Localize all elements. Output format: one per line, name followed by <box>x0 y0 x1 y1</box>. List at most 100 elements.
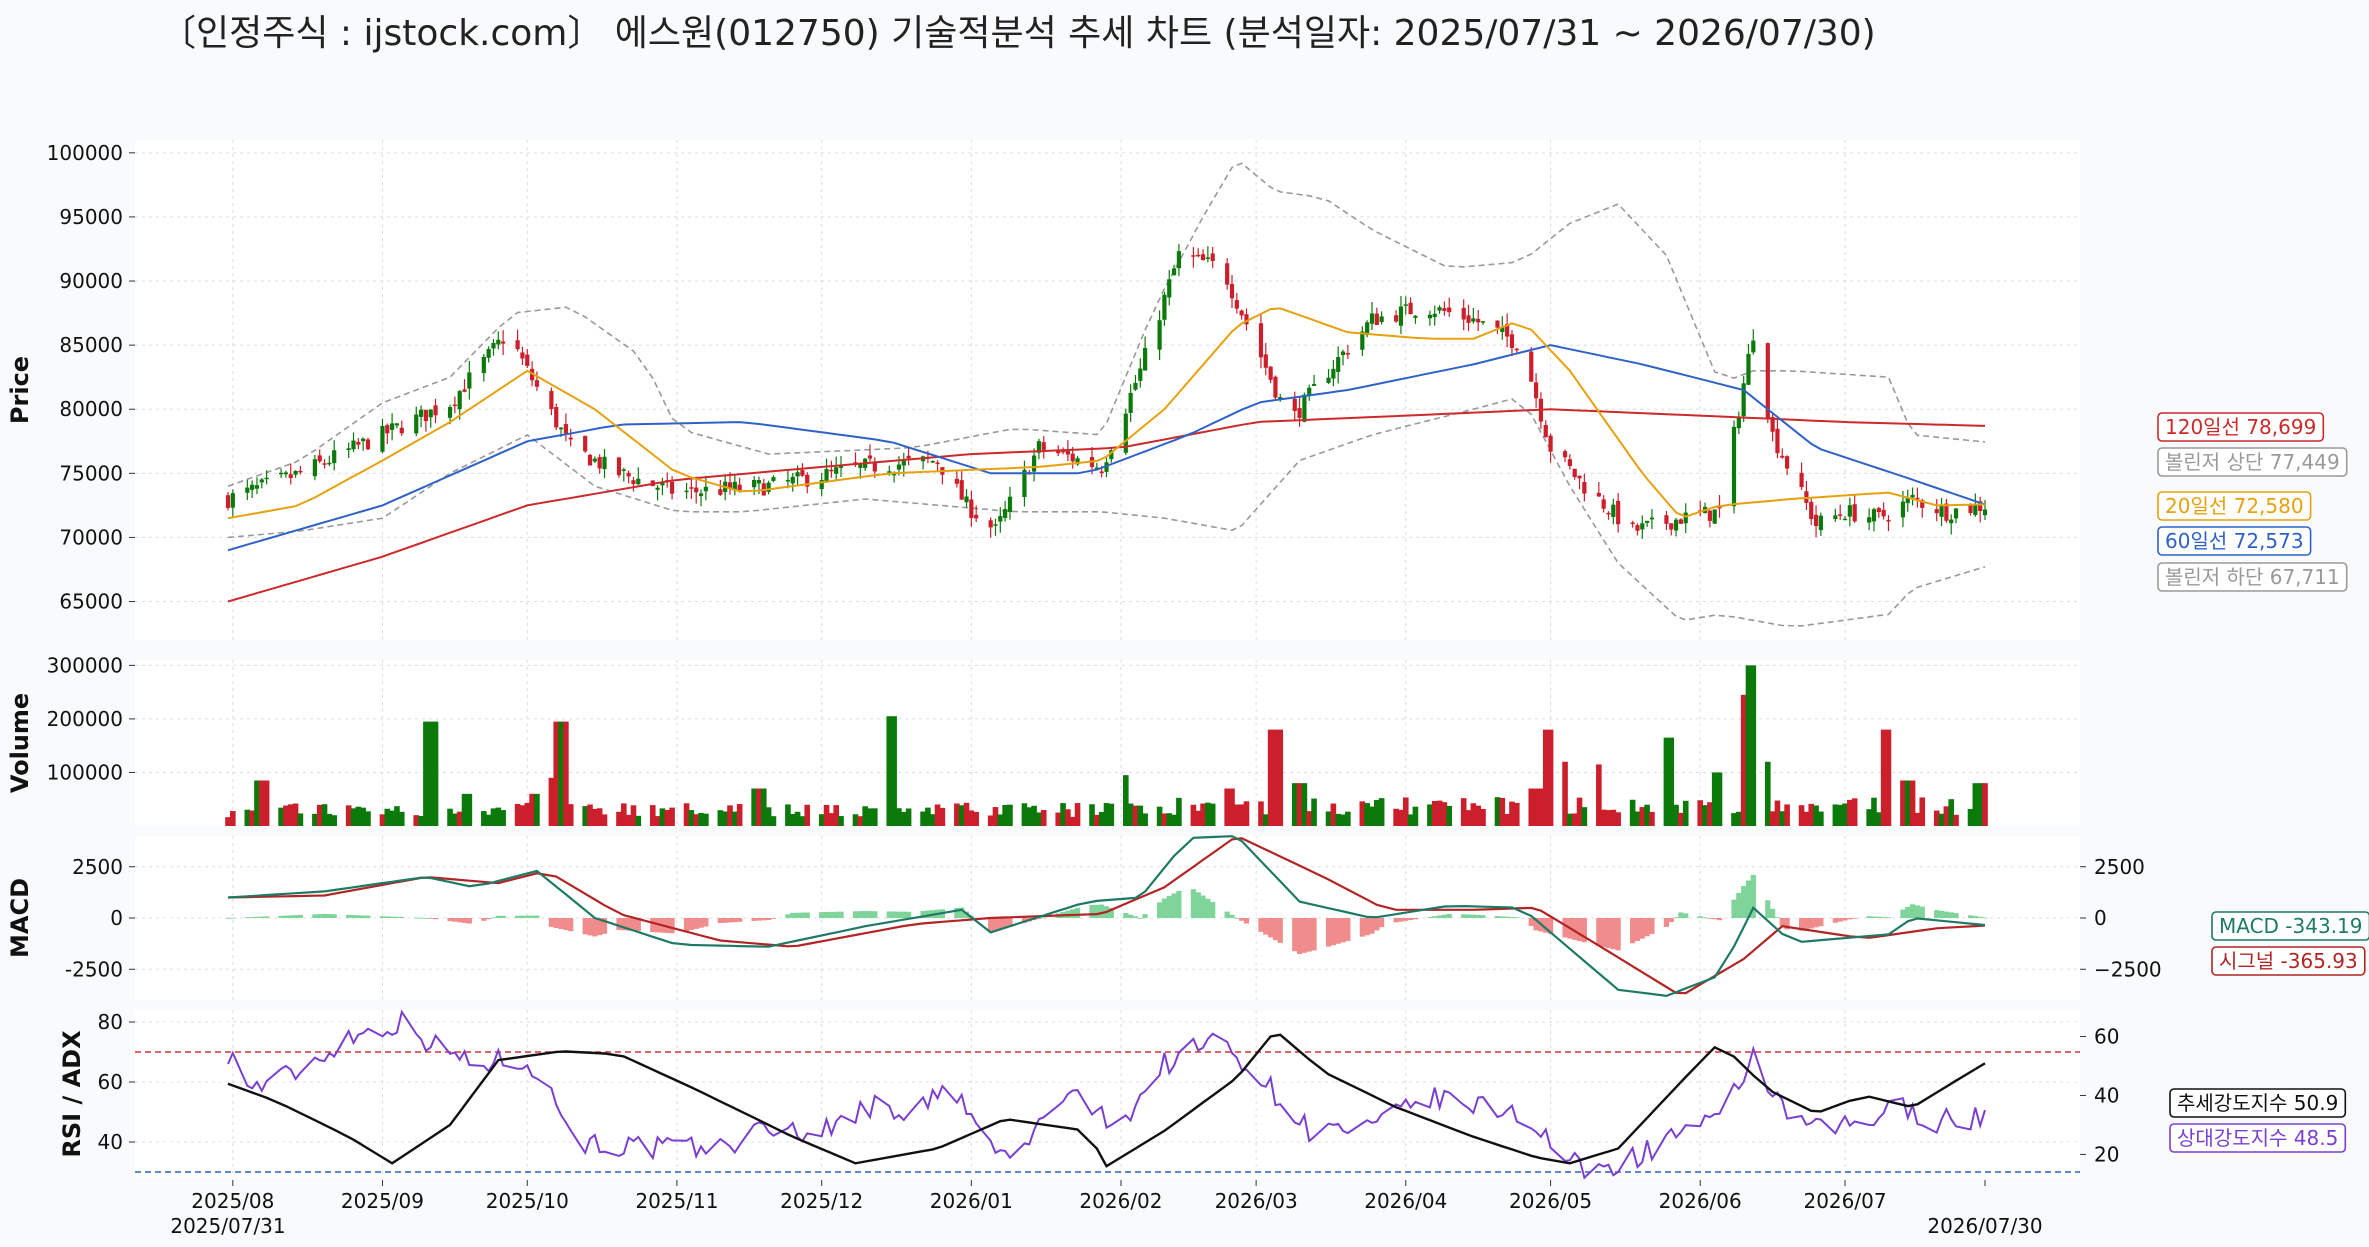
macd-hist-bar <box>568 918 574 932</box>
volume-bar <box>461 793 468 826</box>
volume-bar <box>1542 729 1549 826</box>
macd-hist-bar <box>1547 918 1554 934</box>
candle <box>1731 420 1737 514</box>
candle <box>1268 366 1273 384</box>
candle <box>230 489 235 517</box>
macd-hist-bar <box>297 914 304 918</box>
macd-hist-bar <box>1229 914 1235 918</box>
macd-hist-bar <box>737 918 743 922</box>
macd-hist-bar <box>1543 918 1549 933</box>
volume-bar <box>413 815 420 826</box>
macd-hist-bar <box>886 911 892 918</box>
price-panel: 65000 70000 75000 80000 85000 90000 95000 10000… <box>6 141 2348 627</box>
volume-bar <box>900 811 907 826</box>
volume-bar <box>929 814 936 826</box>
candle <box>1437 305 1442 314</box>
volume-bar <box>1074 803 1081 826</box>
macd-hist-bar <box>688 918 694 931</box>
candle <box>1476 309 1481 332</box>
candle <box>1167 269 1172 306</box>
volume-bar <box>925 807 931 826</box>
candle <box>1630 520 1635 528</box>
macd-hist-bar <box>766 918 772 921</box>
macd-hist-bar <box>495 915 501 918</box>
volume-bar <box>514 803 521 826</box>
candle <box>1307 384 1312 401</box>
macd-hist-bar <box>1306 918 1312 952</box>
macd-hist-bar <box>1813 918 1819 928</box>
volume-bar <box>886 716 893 826</box>
volume-bar <box>1480 808 1486 826</box>
volume-bar <box>1909 780 1916 826</box>
candle <box>554 403 559 431</box>
candle <box>423 409 429 432</box>
candle <box>1567 454 1572 470</box>
macd-hist-bar <box>1123 912 1129 918</box>
macd-hist-bar <box>461 918 468 923</box>
macd-hist-bar <box>1528 918 1534 927</box>
macd-hist-bar <box>1210 901 1216 918</box>
candle <box>655 485 660 501</box>
macd-hist-bar <box>423 918 429 919</box>
panel-backgrounds <box>135 140 2080 1178</box>
x-tick-label: 2025/09 <box>341 1189 424 1213</box>
volume-bar <box>398 811 405 826</box>
macd-hist-bar <box>626 918 632 931</box>
vertical-gridlines <box>232 140 1846 1178</box>
macd-hist-bar <box>259 916 265 918</box>
volume-bar <box>683 803 690 826</box>
macd-hist-bar <box>1398 918 1404 922</box>
macd-hist-bar <box>959 907 965 918</box>
candle <box>1635 523 1640 536</box>
volume-bar <box>1243 801 1250 826</box>
candle <box>1978 496 1983 523</box>
signal-line <box>227 837 1986 995</box>
price-tick-label: 100000 <box>47 141 123 165</box>
candle <box>293 470 298 478</box>
volume-bar <box>823 804 830 826</box>
macd-hist-bar <box>1852 918 1858 919</box>
candle <box>481 354 486 382</box>
candle <box>998 507 1003 533</box>
volume-tick-label: 100000 <box>47 760 123 784</box>
volume-bar <box>365 811 371 826</box>
macd-legend-item: 시그널 -365.93 <box>2211 946 2366 976</box>
candle <box>906 447 911 466</box>
candle <box>549 387 554 416</box>
volume-bar <box>1238 804 1245 826</box>
volume-bar <box>1306 811 1313 826</box>
macd-hist-bar <box>751 918 757 921</box>
macd-hist-bar <box>1847 918 1853 920</box>
macd-hist-bar <box>1731 899 1737 918</box>
x-end-label: 2026/07/30 <box>1927 1214 2042 1238</box>
candle <box>1495 320 1500 335</box>
volume-bar <box>732 811 738 826</box>
candle <box>1611 498 1616 525</box>
rsi-tick-left: 40 <box>98 1130 123 1154</box>
macd-hist-bar <box>1514 917 1520 919</box>
macd-hist-bar <box>1364 918 1370 936</box>
candle <box>1577 475 1582 490</box>
volume-bar <box>722 811 728 826</box>
volume-bar <box>818 814 825 826</box>
candle <box>1133 375 1138 391</box>
macd-hist-bar <box>399 917 405 918</box>
volume-bar <box>1277 729 1284 826</box>
volume-bar <box>1745 665 1752 826</box>
candle <box>1939 497 1944 527</box>
candle <box>969 490 974 527</box>
volume-bar <box>1798 805 1805 826</box>
volume-bar <box>698 812 704 826</box>
macd-hist-bar <box>698 918 704 928</box>
macd-hist-bar <box>1900 909 1906 918</box>
macd-hist-bar <box>1572 918 1578 940</box>
candle <box>520 346 525 365</box>
macd-hist-bar <box>1195 892 1201 918</box>
volume-bar <box>1847 799 1853 826</box>
x-tick-label: 2026/06 <box>1659 1189 1742 1213</box>
ma20-line <box>227 307 1986 520</box>
volume-bar <box>1340 814 1346 826</box>
macd-hist-bar <box>1446 913 1452 918</box>
candle <box>1838 504 1843 520</box>
price-legend-item: 20일선 72,580 <box>2157 491 2312 521</box>
